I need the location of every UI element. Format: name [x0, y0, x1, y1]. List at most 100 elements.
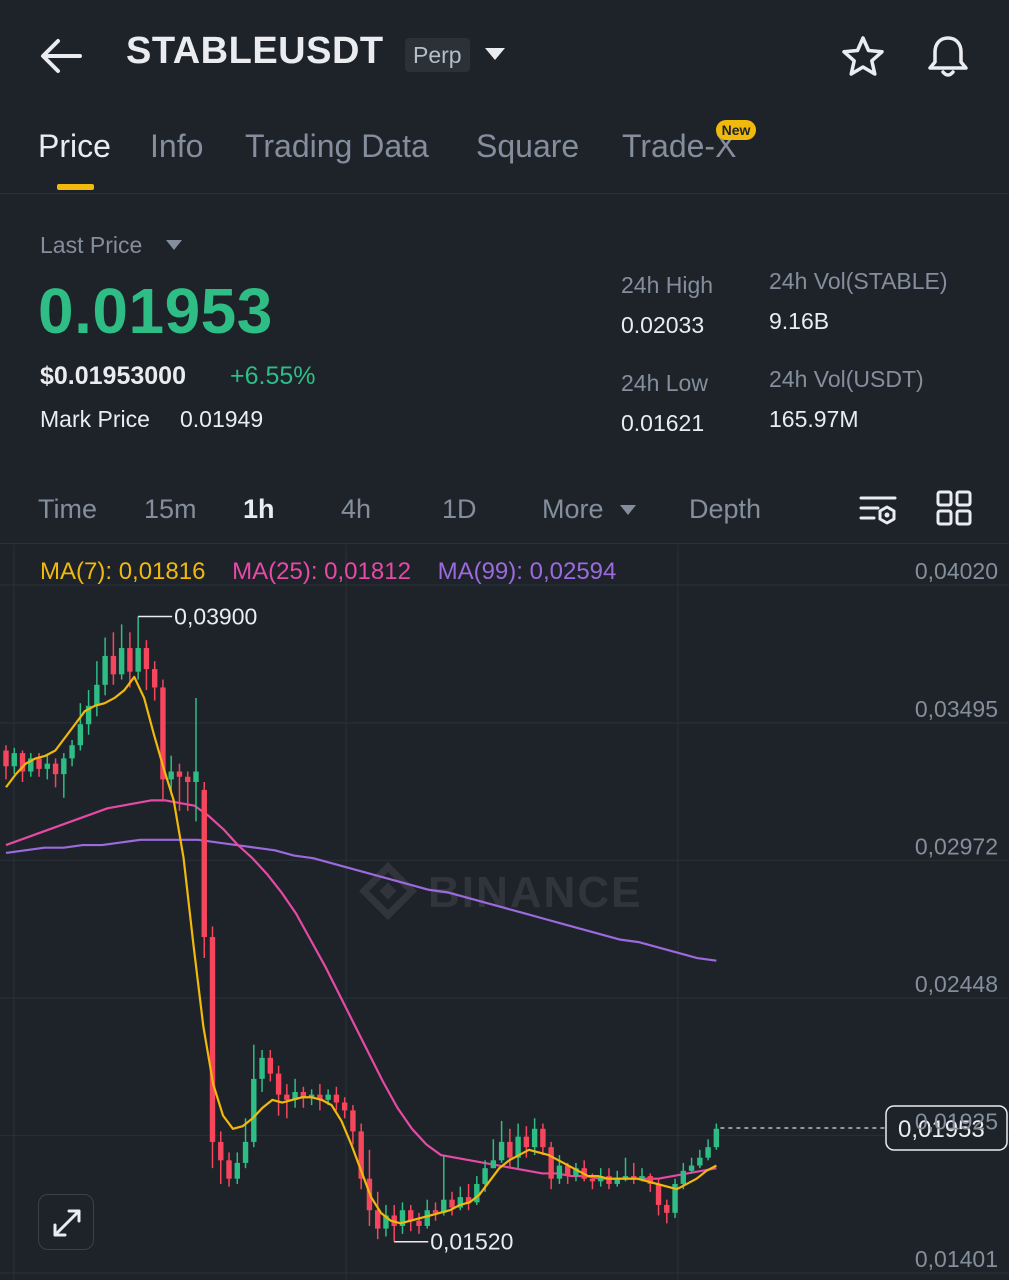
ma7-legend: MA(7): 0,01816	[40, 558, 206, 585]
candle-body	[490, 1160, 497, 1169]
candle-body	[94, 684, 100, 706]
symbol-title[interactable]: STABLEUSDT	[126, 30, 384, 72]
ma99-line	[5, 838, 717, 962]
candle-body	[61, 758, 67, 775]
fullscreen-button[interactable]	[38, 1194, 94, 1250]
candle-body	[11, 753, 17, 767]
candle-body	[176, 771, 183, 777]
candle-body	[325, 1094, 331, 1100]
candle-body	[416, 1220, 422, 1226]
main-tabs: Price Info Trading Data Square Trade-X	[0, 112, 1009, 194]
top-bar: STABLEUSDT Perp	[0, 0, 1009, 112]
candle-body	[143, 648, 150, 670]
chevron-down-icon[interactable]	[620, 505, 636, 515]
candle-body	[350, 1110, 356, 1132]
watermark-text: BINANCE	[428, 868, 642, 917]
candle-body	[234, 1162, 240, 1179]
binance-watermark: BINANCE	[359, 862, 642, 920]
candle-body	[399, 1210, 406, 1226]
contract-type-badge: Perp	[405, 38, 470, 72]
candle-body	[242, 1141, 249, 1163]
high-24h-label: 24h High	[621, 272, 714, 298]
y-tick-label: 0,01925	[915, 1108, 998, 1134]
last-price-label[interactable]: Last Price	[40, 232, 143, 258]
candle-body	[705, 1147, 711, 1158]
mark-price-value: 0.01949	[180, 406, 264, 432]
layout-grid-icon[interactable]	[936, 490, 972, 526]
high-annotation: 0,03900	[174, 604, 257, 630]
tf-4h[interactable]: 4h	[341, 494, 372, 524]
vol-quote-value: 165.97M	[769, 406, 859, 432]
y-tick-label: 0,02448	[915, 971, 998, 997]
tab-info[interactable]: Info	[150, 128, 204, 164]
y-tick-label: 0,04020	[915, 558, 998, 584]
timeframe-bar: Time 15m 1h 4h 1D More Depth	[0, 478, 1009, 544]
expand-icon	[53, 1209, 81, 1237]
ma99-legend: MA(99): 0,02594	[437, 558, 617, 585]
candle-body	[209, 937, 216, 1142]
price-chart[interactable]: BINANCE 0,03900 0,01520 0,01953 0,04020 0,0…	[0, 545, 1009, 1280]
candle-body	[160, 687, 166, 780]
ma99-name: MA(99)	[437, 558, 517, 585]
candle-body	[540, 1128, 546, 1148]
chevron-down-icon[interactable]	[166, 240, 182, 250]
candle-body	[28, 758, 34, 772]
candle-body	[523, 1136, 530, 1148]
low-24h-value: 0.01621	[621, 410, 705, 436]
candle-body	[639, 1176, 645, 1179]
back-arrow-icon[interactable]	[38, 36, 84, 76]
candle-body	[251, 1078, 257, 1142]
ma25-value: 0,01812	[324, 558, 411, 585]
chevron-down-icon[interactable]	[484, 46, 506, 62]
tab-price[interactable]: Price	[38, 128, 111, 164]
tf-more[interactable]: More	[542, 494, 604, 524]
candle-body	[317, 1094, 323, 1100]
tf-depth[interactable]: Depth	[689, 494, 762, 524]
candle-body	[333, 1094, 340, 1103]
candle-body	[432, 1210, 439, 1213]
candle-body	[672, 1183, 678, 1213]
candle-body	[127, 648, 133, 672]
chart-settings-icon[interactable]	[858, 490, 898, 530]
candle-body	[622, 1176, 629, 1179]
tab-square[interactable]: Square	[476, 128, 580, 164]
vol-base-value: 9.16B	[769, 308, 830, 334]
current-price-box	[885, 1105, 1008, 1151]
candle-body	[292, 1092, 298, 1100]
candle-body	[573, 1168, 579, 1177]
candle-body	[44, 763, 50, 769]
candle-body	[515, 1136, 521, 1158]
candle-body	[424, 1210, 430, 1226]
low-24h-label: 24h Low	[621, 370, 708, 396]
star-icon[interactable]	[840, 34, 886, 80]
ma25-name: MA(25)	[232, 558, 311, 585]
candle-body	[548, 1147, 554, 1179]
bell-icon[interactable]	[924, 32, 972, 80]
candle-body	[482, 1168, 488, 1184]
tab-trading-data[interactable]: Trading Data	[245, 128, 429, 164]
candle-body	[680, 1170, 687, 1184]
tf-time[interactable]: Time	[38, 494, 97, 524]
candle-body	[151, 669, 158, 688]
candle-body	[697, 1157, 703, 1166]
candle-body	[168, 771, 174, 780]
active-tab-indicator	[57, 184, 94, 190]
candle-body	[135, 648, 141, 672]
candle-body	[275, 1073, 282, 1095]
ma25-line	[5, 799, 717, 1180]
usd-price: $0.01953000	[40, 362, 186, 390]
candle-body	[606, 1176, 612, 1184]
candle-body	[498, 1141, 505, 1161]
candle-body	[531, 1128, 538, 1148]
mark-price-label: Mark Price	[40, 406, 150, 432]
candle-body	[300, 1092, 307, 1098]
candle-body	[556, 1165, 563, 1179]
tf-1d[interactable]: 1D	[442, 494, 477, 524]
candle-body	[284, 1094, 290, 1100]
candle-body	[655, 1183, 662, 1205]
candle-body	[457, 1197, 463, 1208]
candle-body	[564, 1165, 571, 1177]
tf-15m[interactable]: 15m	[144, 494, 197, 524]
candle-body	[598, 1176, 604, 1182]
tf-1h[interactable]: 1h	[243, 494, 275, 524]
